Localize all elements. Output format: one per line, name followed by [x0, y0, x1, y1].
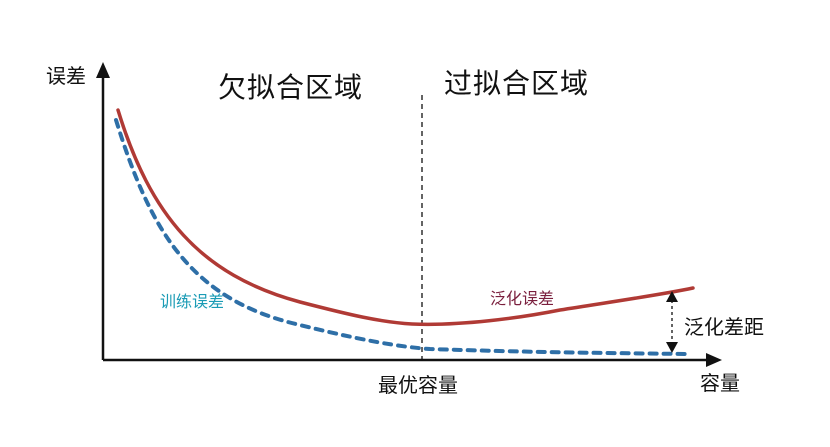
optimal-capacity-label: 最优容量: [378, 373, 458, 397]
underfit-region-label: 欠拟合区域: [218, 71, 364, 104]
x-axis-label: 容量: [700, 371, 740, 395]
y-axis-label: 误差: [46, 64, 86, 88]
generalization-gap-label: 泛化差距: [684, 315, 764, 339]
overfit-region-label: 过拟合区域: [444, 67, 590, 100]
x-axis-arrow: [706, 353, 722, 367]
y-axis-arrow: [96, 62, 110, 78]
gap-arrow-top: [666, 291, 678, 302]
training-error-label: 训练误差: [160, 292, 225, 311]
generalization-error-curve: [116, 108, 695, 327]
training-error-curve: [114, 118, 692, 356]
gap-arrow-bottom: [666, 342, 678, 353]
generalization-error-label: 泛化误差: [490, 289, 555, 308]
